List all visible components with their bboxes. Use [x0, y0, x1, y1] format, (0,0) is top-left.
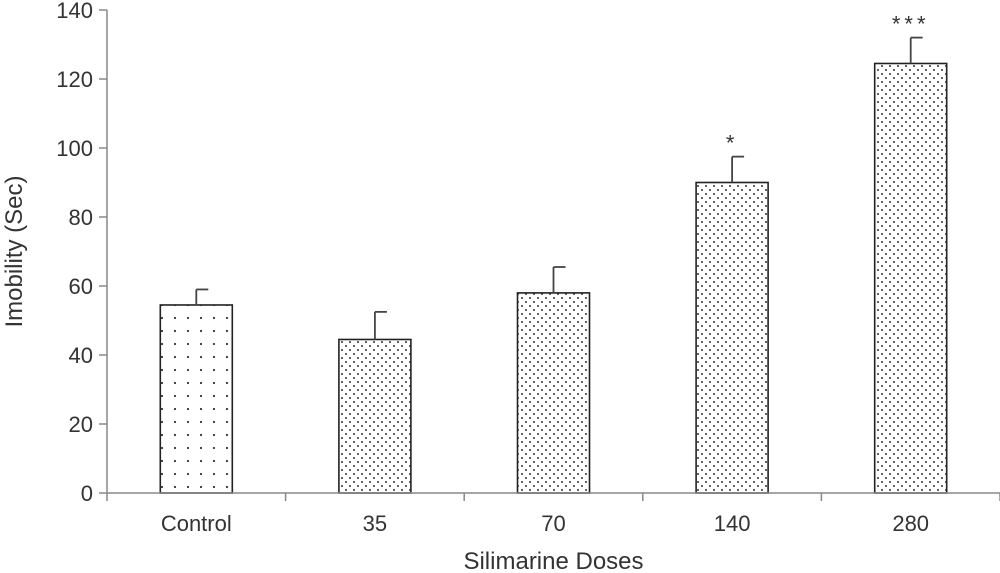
y-axis-title: Imobility (Sec): [1, 175, 28, 327]
y-tick-label: 140: [56, 0, 93, 23]
x-category-label: Control: [161, 511, 232, 536]
y-tick-label: 0: [81, 481, 93, 506]
bars-group: ****: [159, 12, 948, 494]
significance-marker: *: [726, 131, 739, 156]
y-tick-label: 20: [69, 412, 93, 437]
y-tick-label: 100: [56, 136, 93, 161]
y-axis-ticks: 0 20 40 60 80 100 120 140: [56, 0, 107, 506]
y-tick-label: 120: [56, 67, 93, 92]
x-category-label: 35: [363, 511, 387, 536]
bar: [159, 304, 234, 494]
bar: [695, 181, 769, 494]
y-tick-label: 80: [69, 205, 93, 230]
bar: [338, 338, 412, 494]
x-category-label: 70: [541, 511, 565, 536]
x-category-label: 140: [714, 511, 751, 536]
bar: [873, 62, 948, 494]
x-axis-categories: Control 35 70 140 280: [106, 493, 1000, 536]
y-tick-label: 60: [69, 274, 93, 299]
y-tick-label: 40: [69, 343, 93, 368]
significance-marker: ***: [892, 12, 930, 37]
bar: [516, 292, 591, 494]
x-axis-title: Silimarine Doses: [463, 548, 643, 573]
x-category-label: 280: [892, 511, 929, 536]
